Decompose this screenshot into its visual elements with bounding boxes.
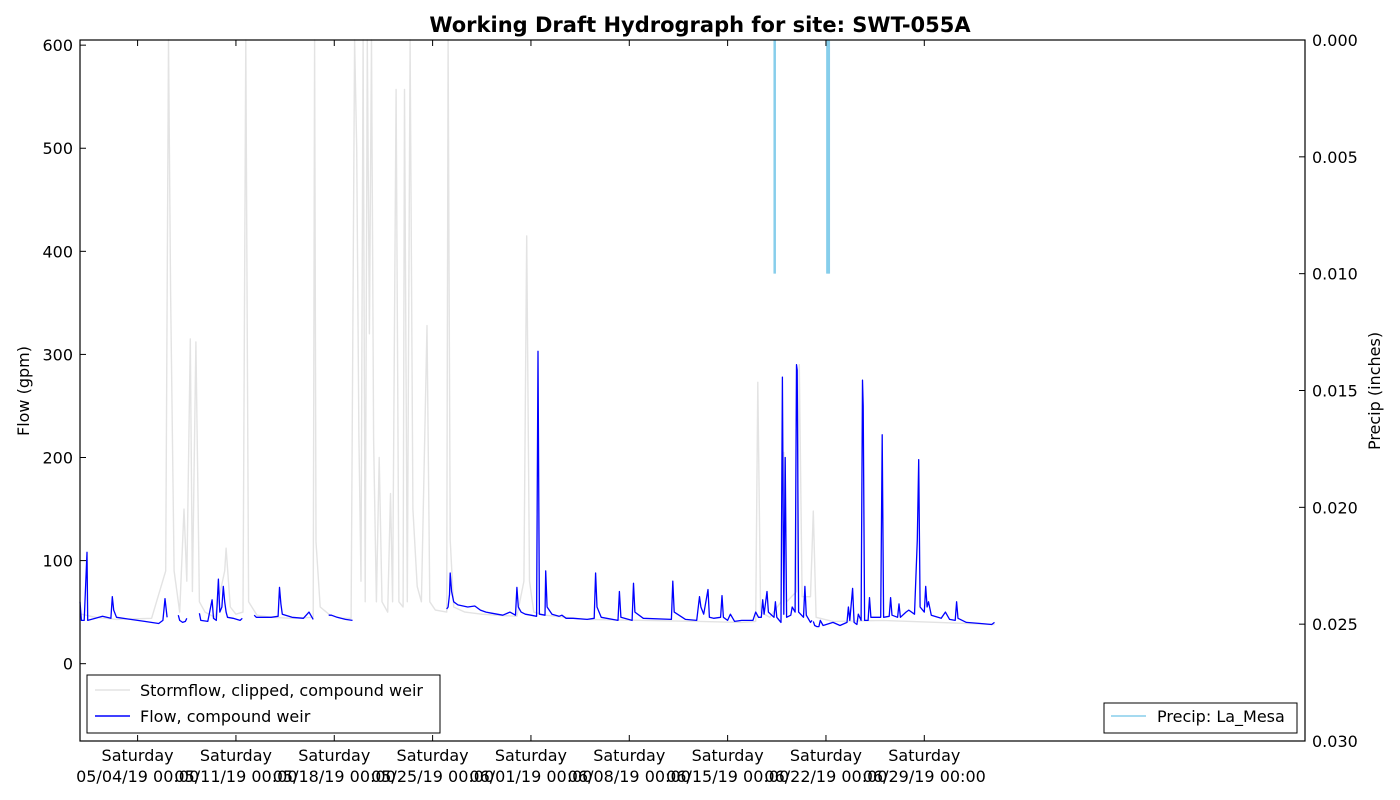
flow-line-segment <box>198 578 243 623</box>
y-tick-label: 500 <box>42 139 73 158</box>
flow-line-segment <box>177 615 188 624</box>
legend-left: Stormflow, clipped, compound weir Flow, … <box>86 674 441 734</box>
x-tick-label-day: Saturday <box>790 746 862 765</box>
y2-tick-label: 0.005 <box>1312 148 1358 167</box>
y2-tick-label: 0.020 <box>1312 498 1358 517</box>
x-tick-label-date: 05/25/19 00:00 <box>371 767 494 786</box>
y-tick-label: 400 <box>42 242 73 261</box>
legend-precip-label: Precip: La_Mesa <box>1157 707 1285 727</box>
flow-line-segment <box>253 586 314 620</box>
x-tick-label-day: Saturday <box>593 746 665 765</box>
y-tick-label: 600 <box>42 36 73 55</box>
legend-right-box <box>1103 702 1298 734</box>
flow-line-segment <box>446 350 813 624</box>
x-tick-label-day: Saturday <box>888 746 960 765</box>
y-tick-label: 200 <box>42 449 73 468</box>
x-tick-label-day: Saturday <box>102 746 174 765</box>
legend-left-box <box>86 674 441 734</box>
y-tick-label: 300 <box>42 345 73 364</box>
legend-flow-label: Flow, compound weir <box>140 707 311 726</box>
series-layer <box>79 39 995 628</box>
x-tick-label-date: 06/15/19 00:00 <box>666 767 789 786</box>
x-tick-label-date: 06/01/19 00:00 <box>469 767 592 786</box>
legend-right: Precip: La_Mesa <box>1103 702 1298 734</box>
y2-tick-label: 0.025 <box>1312 615 1358 634</box>
legend-stormflow-label: Stormflow, clipped, compound weir <box>140 681 423 700</box>
y2-tick-label: 0.000 <box>1312 31 1358 50</box>
y-tick-label: 100 <box>42 552 73 571</box>
x-tick-label-day: Saturday <box>200 746 272 765</box>
chart-title: Working Draft Hydrograph for site: SWT-0… <box>429 13 971 37</box>
x-tick-label-date: 05/18/19 00:00 <box>273 767 396 786</box>
y2-tick-label: 0.030 <box>1312 732 1358 751</box>
x-tick-label-day: Saturday <box>397 746 469 765</box>
flow-line-segment <box>79 551 168 625</box>
y2-tick-label: 0.015 <box>1312 382 1358 401</box>
x-tick-label-day: Saturday <box>692 746 764 765</box>
x-tick-label-date: 06/22/19 00:00 <box>764 767 887 786</box>
y-axis-label: Flow (gpm) <box>14 346 33 436</box>
y2-tick-label: 0.010 <box>1312 265 1358 284</box>
flow-line-segment <box>812 379 995 628</box>
flow-line-segment <box>328 614 353 622</box>
x-tick-label-date: 06/08/19 00:00 <box>568 767 691 786</box>
x-tick-label-date: 05/04/19 00:00 <box>76 767 199 786</box>
x-tick-label-day: Saturday <box>298 746 370 765</box>
x-tick-label-day: Saturday <box>495 746 567 765</box>
x-tick-label-date: 05/11/19 00:00 <box>174 767 297 786</box>
x-tick-label-date: 06/29/19 00:00 <box>863 767 986 786</box>
y2-axis-label: Precip (inches) <box>1365 332 1384 450</box>
y-tick-label: 0 <box>63 655 73 674</box>
